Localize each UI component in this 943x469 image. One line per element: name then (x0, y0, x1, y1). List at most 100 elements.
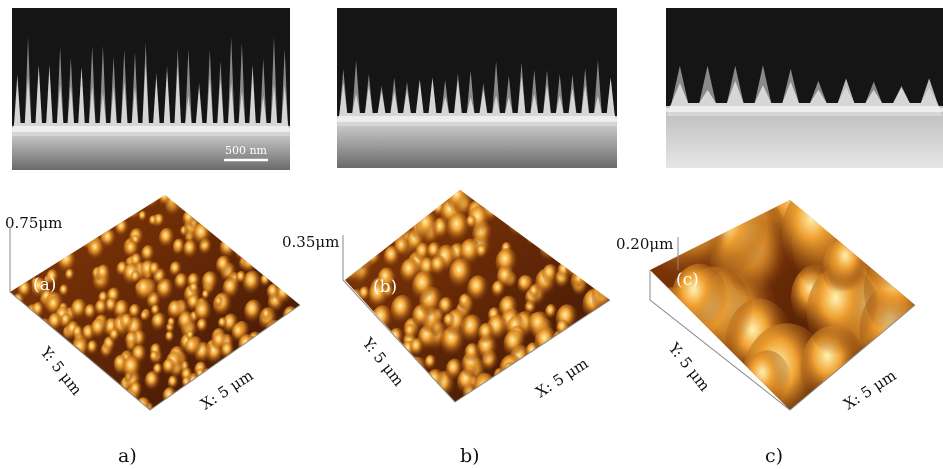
afm-peak (173, 239, 186, 256)
afm-peak (197, 318, 209, 334)
afm-peak (221, 342, 235, 360)
afm-peak (125, 331, 139, 349)
afm-peak (583, 264, 597, 282)
afm-peak (743, 350, 792, 413)
afm-peak (353, 176, 378, 208)
afm-peak (570, 331, 587, 354)
afm-peak (603, 392, 617, 410)
afm-peak (258, 370, 271, 387)
afm-peak (254, 335, 271, 357)
afm-peak (355, 384, 376, 411)
afm-peak (391, 295, 414, 325)
afm-peak (254, 192, 263, 204)
afm-peak (242, 254, 258, 275)
afm-peak (341, 369, 354, 386)
afm-peak (597, 353, 617, 379)
afm-peak (13, 369, 23, 382)
afm-peak (416, 212, 439, 242)
afm-peak (115, 196, 133, 220)
afm-peak (548, 179, 572, 210)
afm-peak (21, 341, 37, 361)
afm-peak (3, 313, 22, 338)
caption: b) (460, 445, 480, 467)
afm-peak (150, 351, 160, 364)
afm-peak (578, 212, 592, 230)
afm-peak (93, 214, 104, 228)
afm-peak (4, 297, 18, 315)
afm-peak (529, 197, 543, 215)
afm-peak (288, 371, 299, 385)
afm-peak (100, 400, 114, 419)
afm-peak (529, 285, 541, 300)
afm-peak (575, 388, 591, 408)
afm-peak (433, 178, 451, 201)
afm-peak (270, 339, 285, 358)
afm-peak (542, 264, 558, 285)
afm-peak (247, 233, 256, 245)
afm-peak (596, 318, 616, 343)
afm-peak (242, 187, 261, 211)
afm-peak (130, 270, 141, 284)
afm-peak (259, 199, 270, 214)
afm-peak (339, 309, 358, 334)
afm-peak (446, 359, 464, 382)
afm-peak (343, 241, 364, 268)
afm-peak (82, 207, 91, 219)
afm-peak (37, 387, 56, 412)
afm-peak (554, 225, 566, 241)
x-axis-label: X: 5 μm (197, 366, 256, 413)
afm-peak (251, 234, 263, 250)
afm-peak (64, 191, 73, 203)
afm-peak (564, 178, 583, 202)
afm-peak (27, 251, 42, 271)
afm-peak (527, 232, 538, 246)
afm-peak (573, 273, 585, 289)
afm-peak (9, 307, 20, 322)
inset-label: (b) (373, 277, 397, 297)
afm-peak (364, 209, 386, 237)
afm-peak (162, 358, 176, 376)
afm-peak (202, 374, 212, 388)
afm-peak (125, 240, 139, 258)
afm-peak (577, 384, 591, 402)
afm-peak (265, 352, 279, 370)
afm-peak (412, 271, 436, 302)
afm-peak (503, 202, 524, 230)
afm-peak (221, 206, 233, 221)
afm-peak (120, 313, 134, 332)
afm-peak (91, 318, 108, 340)
afm-peak (492, 280, 506, 299)
afm-peak (123, 356, 142, 381)
image-content (1, 8, 943, 447)
afm-peak (61, 189, 72, 203)
afm-peak (109, 328, 120, 342)
afm-peak (406, 356, 424, 380)
afm-peak (362, 369, 377, 388)
caption: a) (118, 445, 137, 467)
y-axis-label: Y: 5 μm (664, 339, 713, 395)
afm-peak (9, 351, 24, 370)
afm-peak (263, 341, 278, 360)
afm-peak (583, 336, 603, 363)
afm-peak (87, 399, 98, 413)
afm-peak (523, 364, 535, 379)
afm-peak (218, 317, 228, 329)
afm-peak (601, 363, 612, 378)
afm-peak (285, 198, 303, 221)
afm-peak (382, 223, 397, 242)
inset-label: (c) (676, 270, 699, 290)
afm-peak (592, 384, 614, 413)
afm-peak (598, 230, 609, 244)
afm-peak (153, 363, 163, 377)
afm-peak (173, 392, 185, 407)
afm-peak (252, 218, 270, 241)
afm-peak (271, 386, 280, 398)
afm-peak (83, 219, 96, 236)
afm-peak (72, 326, 84, 341)
inset-label: (a) (33, 275, 56, 295)
afm-peak (231, 185, 251, 210)
afm-peak (508, 210, 530, 238)
afm-peak (371, 305, 393, 334)
caption: c) (765, 445, 783, 467)
afm-peak (399, 384, 423, 415)
